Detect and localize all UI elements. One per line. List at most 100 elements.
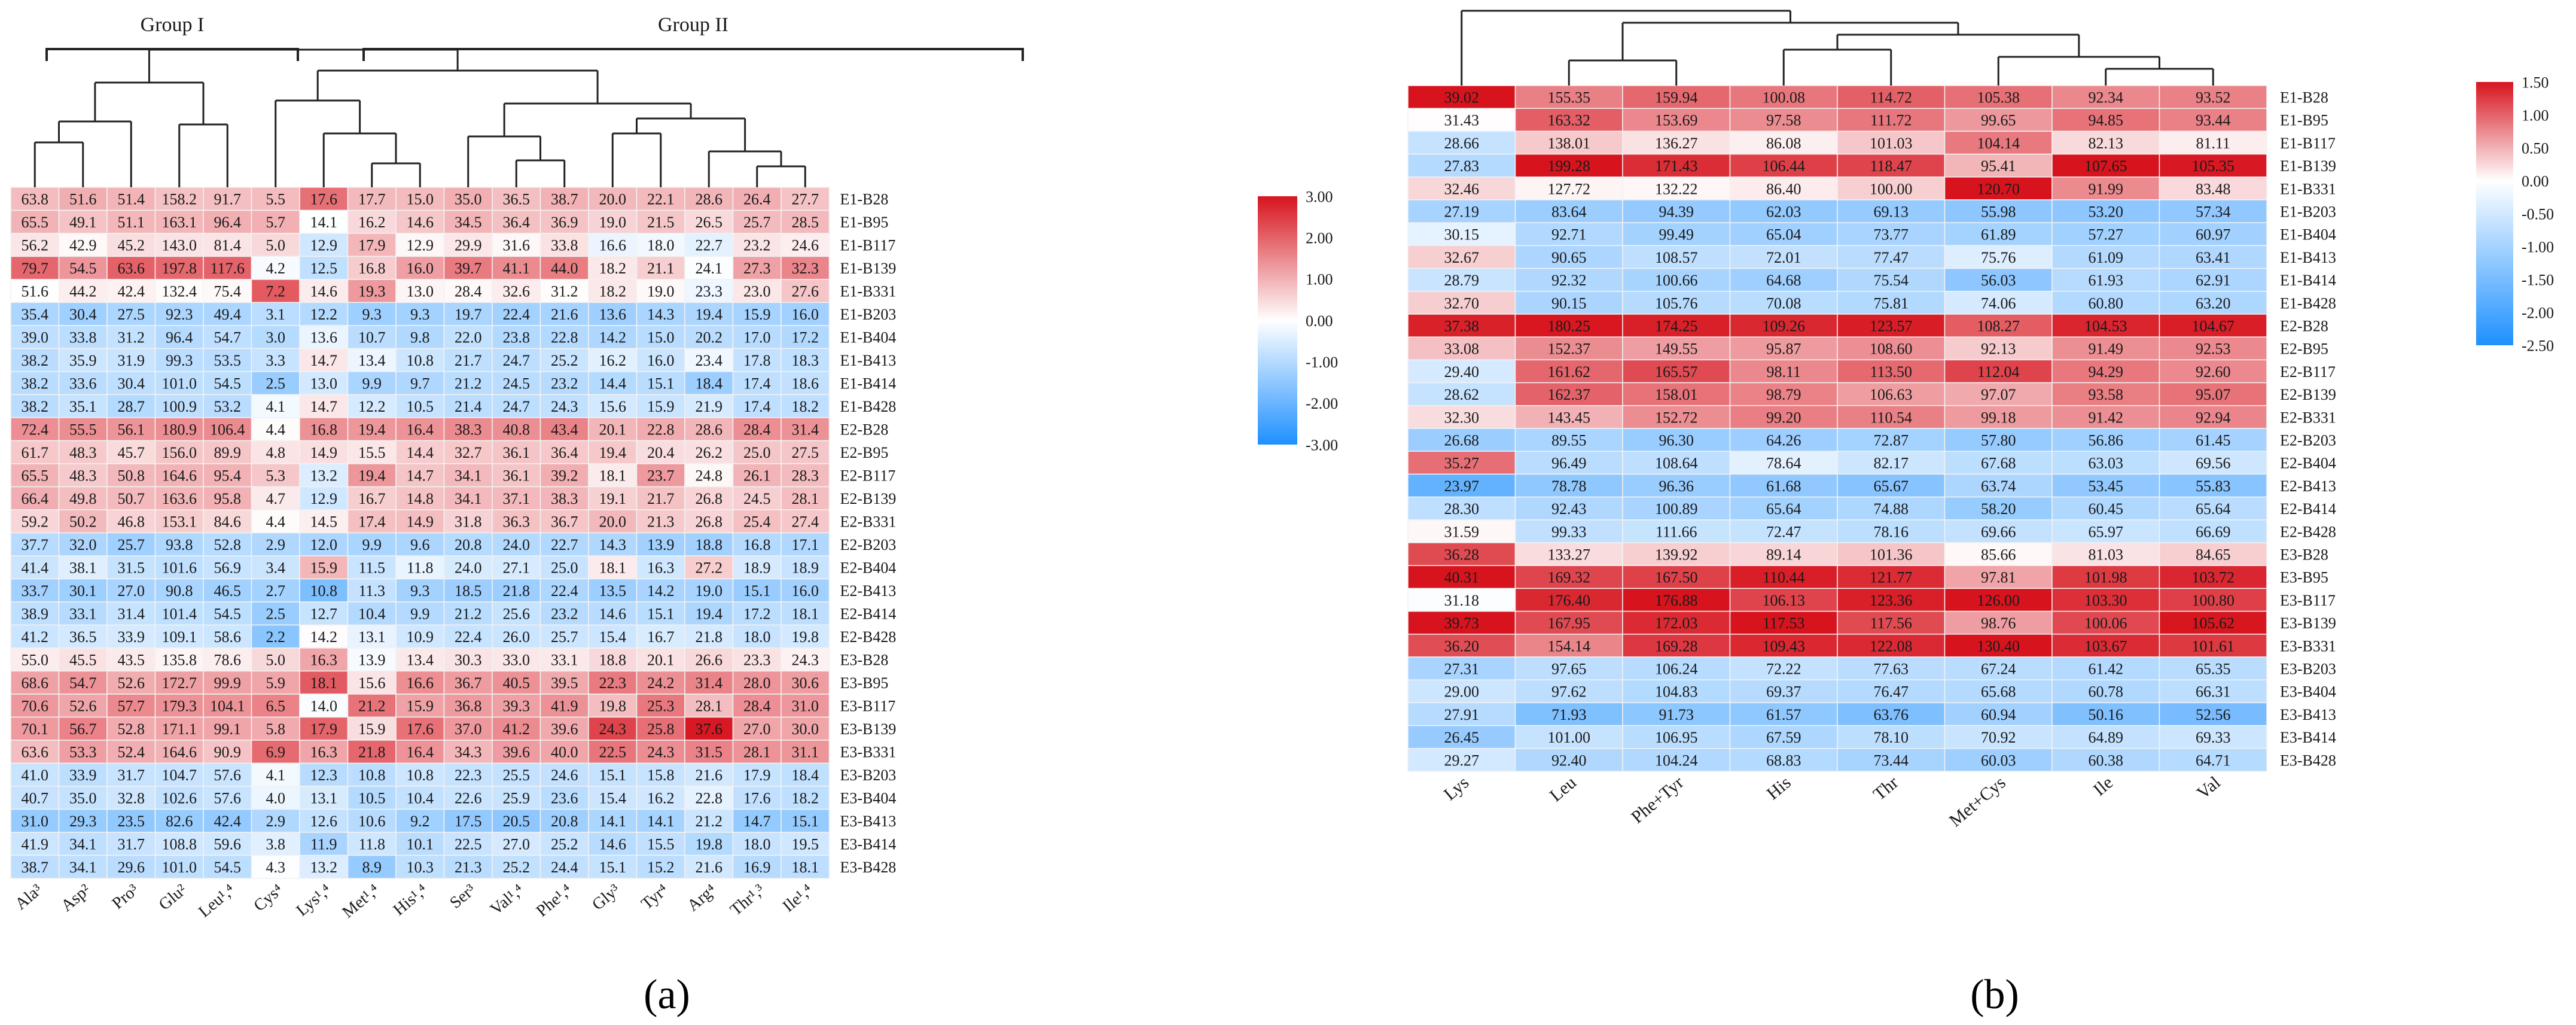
- cell-value: 3.8: [266, 836, 286, 853]
- row-label: E3-B331: [2280, 637, 2336, 655]
- heatmap-cell: [1944, 130, 2053, 155]
- cell-value: 108.64: [1655, 455, 1698, 472]
- cell-value: 82.13: [2089, 135, 2124, 152]
- heatmap-cell: [203, 486, 252, 510]
- cell-value: 10.1: [407, 836, 434, 853]
- cell-value: 63.8: [22, 191, 49, 208]
- cell-value: 98.76: [1981, 615, 2016, 632]
- heatmap-cell: [2051, 702, 2160, 726]
- cell-value: 31.5: [118, 559, 145, 577]
- row-label: E1-B139: [2280, 157, 2336, 175]
- heatmap-cell: [1837, 153, 1946, 178]
- heatmap-cell: [539, 417, 589, 442]
- cell-value: 60.80: [2089, 294, 2124, 312]
- heatmap-cell: [1514, 634, 1623, 658]
- heatmap-cell: [539, 601, 589, 626]
- column-label: Lys¹,⁴: [293, 881, 335, 920]
- cell-value: 15.5: [358, 444, 386, 461]
- heatmap-cell: [2051, 153, 2160, 178]
- cell-value: 28.1: [696, 698, 723, 715]
- row-label: E1-B414: [2280, 272, 2336, 289]
- cell-value: 36.4: [503, 214, 531, 231]
- row-label: E1-B413: [840, 352, 897, 369]
- cell-value: 97.62: [1551, 683, 1587, 701]
- heatmap-cell: [10, 279, 60, 303]
- cell-value: 66.4: [22, 490, 49, 507]
- cell-value: 75.54: [1874, 272, 1909, 289]
- cell-value: 17.6: [743, 790, 771, 807]
- heatmap-cell: [58, 601, 108, 626]
- heatmap-cell: [684, 647, 734, 672]
- heatmap-cell: [347, 233, 397, 257]
- colorbar-tick-label: -0.50: [2522, 205, 2554, 223]
- cell-value: 94.85: [2089, 112, 2124, 129]
- cell-value: 117.53: [1763, 615, 1805, 632]
- cell-value: 4.1: [266, 398, 286, 415]
- colorbar-tick-label: 0.50: [2522, 139, 2549, 157]
- cell-value: 17.6: [407, 720, 434, 738]
- cell-value: 10.5: [407, 398, 434, 415]
- heatmap-cell: [443, 716, 493, 741]
- heatmap-cell: [443, 463, 493, 488]
- cell-value: 20.2: [696, 329, 723, 346]
- cell-value: 76.47: [1874, 683, 1909, 701]
- cell-value: 78.78: [1551, 477, 1587, 495]
- cell-value: 74.88: [1874, 500, 1909, 518]
- heatmap-cell: [636, 463, 685, 488]
- cell-value: 99.49: [1659, 226, 1694, 244]
- cell-value: 64.89: [2089, 729, 2124, 746]
- cell-value: 13.4: [407, 652, 434, 669]
- heatmap-panel-a: 63.8 51.6 51.4 158.2 91.7 5.5 17.6 17.7 15.0 35.0…: [10, 14, 1338, 922]
- heatmap-cell: [347, 786, 397, 810]
- cell-value: 15.9: [407, 698, 434, 715]
- heatmap-cell: [1514, 473, 1623, 498]
- row-label: E1-B117: [2280, 135, 2336, 152]
- cell-value: 2.9: [266, 536, 286, 553]
- cell-value: 16.8: [743, 536, 771, 553]
- cell-value: 106.24: [1655, 660, 1698, 677]
- cell-value: 27.5: [118, 306, 145, 323]
- colorbar-tick-label: 0.00: [2522, 172, 2549, 190]
- cell-value: 106.44: [1763, 157, 1806, 175]
- heatmap-cell: [2159, 177, 2267, 200]
- cell-value: 31.0: [22, 813, 49, 830]
- colorbar: [2476, 82, 2513, 345]
- cell-value: 56.86: [2089, 431, 2124, 449]
- cell-value: 52.4: [118, 744, 145, 761]
- heatmap-cell: [732, 233, 782, 257]
- heatmap-cell: [588, 233, 638, 257]
- cell-value: 92.53: [2196, 340, 2231, 358]
- cell-value: 22.4: [455, 628, 482, 646]
- cell-value: 176.40: [1548, 592, 1591, 609]
- cell-value: 28.30: [1444, 500, 1480, 518]
- cell-value: 16.0: [407, 260, 434, 277]
- colorbar-tick-label: -1.50: [2522, 271, 2554, 288]
- row-label: E3-B404: [840, 790, 897, 807]
- cell-value: 63.41: [2196, 249, 2231, 266]
- cell-value: 69.56: [2196, 455, 2231, 472]
- heatmap-cell: [154, 486, 204, 510]
- cell-value: 39.7: [455, 260, 482, 277]
- heatmap-cell: [2051, 108, 2160, 132]
- cell-value: 163.1: [162, 214, 197, 231]
- heatmap-cell: [443, 532, 493, 556]
- heatmap-cell: [106, 832, 156, 856]
- cell-value: 52.8: [118, 720, 145, 738]
- cell-value: 17.8: [743, 352, 771, 369]
- cell-value: 2.5: [266, 606, 286, 623]
- cell-value: 109.1: [162, 628, 197, 646]
- cell-value: 46.8: [118, 513, 145, 531]
- column-label: Asp²: [57, 881, 94, 915]
- cell-value: 54.5: [214, 606, 242, 623]
- cell-value: 83.64: [1551, 203, 1587, 220]
- row-label: E3-B428: [2280, 752, 2336, 769]
- cell-value: 112.04: [1977, 363, 2020, 381]
- heatmap-cell: [2051, 451, 2160, 475]
- cell-value: 10.8: [407, 767, 434, 784]
- cell-value: 33.1: [69, 606, 97, 623]
- heatmap-cell: [1729, 451, 1838, 475]
- cell-value: 51.6: [22, 283, 49, 300]
- heatmap-cell: [539, 786, 589, 810]
- heatmap-cell: [106, 670, 156, 695]
- cell-value: 28.79: [1444, 272, 1480, 289]
